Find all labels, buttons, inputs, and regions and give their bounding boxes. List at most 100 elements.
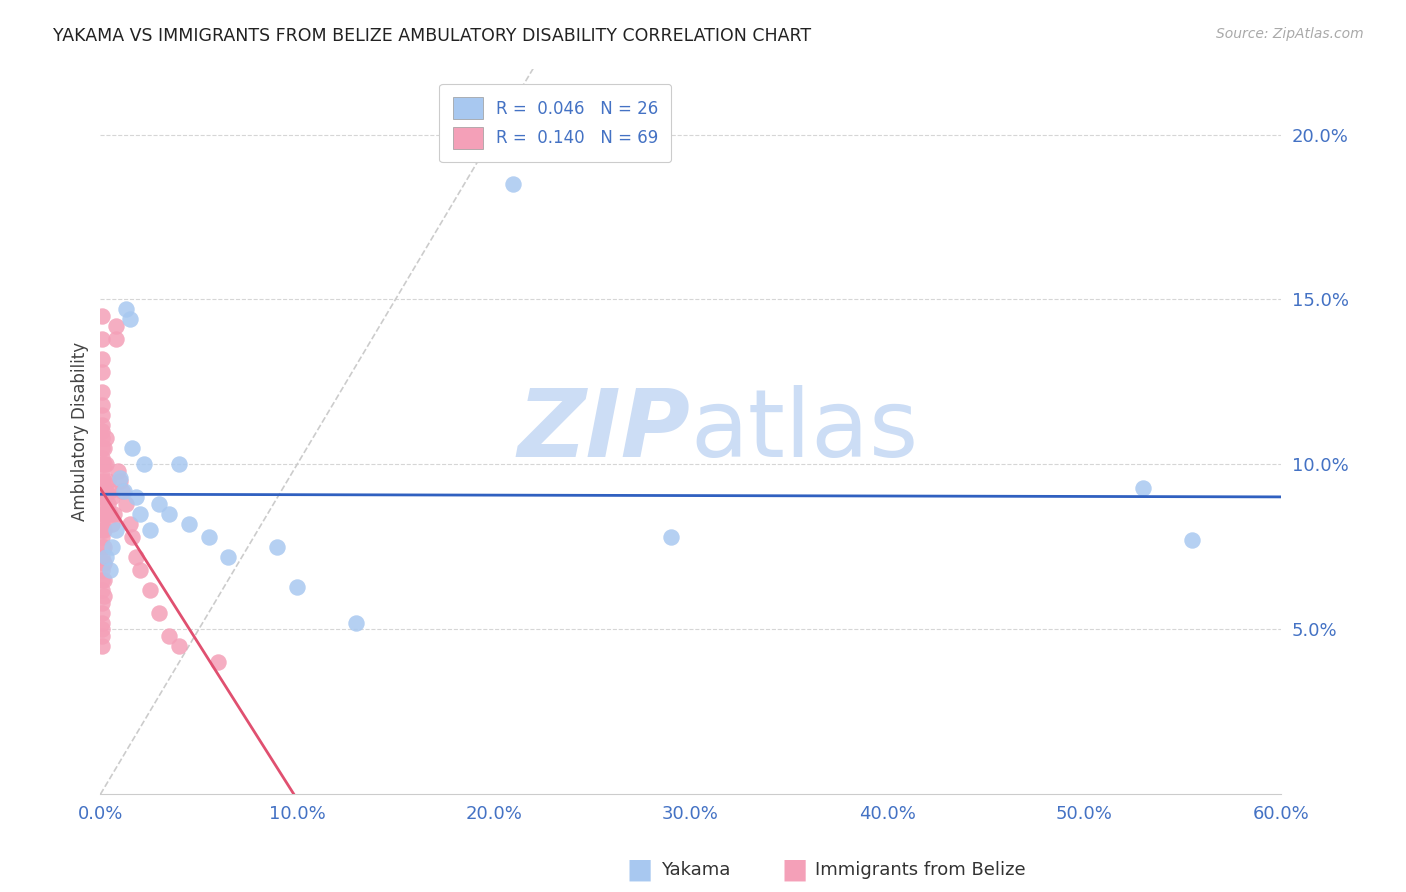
Point	[91, 497, 114, 511]
Point	[111, 483, 134, 498]
Point	[105, 332, 128, 346]
Point	[91, 431, 114, 445]
Point	[118, 516, 141, 531]
Point	[93, 540, 115, 554]
Point	[128, 563, 150, 577]
Point	[93, 458, 115, 472]
Point	[108, 474, 131, 488]
Point	[91, 384, 114, 399]
Point	[98, 563, 121, 577]
Point	[91, 332, 114, 346]
Point	[118, 312, 141, 326]
Point	[96, 507, 118, 521]
Point	[91, 615, 114, 630]
Point	[105, 524, 128, 538]
Point	[167, 639, 190, 653]
Point	[91, 582, 114, 597]
Point	[121, 530, 143, 544]
Point	[96, 549, 118, 564]
Point	[91, 483, 114, 498]
Point	[115, 497, 138, 511]
Point	[107, 464, 129, 478]
Point	[91, 309, 114, 323]
Point	[93, 474, 115, 488]
Point	[91, 524, 114, 538]
Point	[93, 441, 115, 455]
Point	[91, 540, 114, 554]
Point	[115, 302, 138, 317]
Point	[93, 524, 115, 538]
Text: ■: ■	[782, 855, 807, 884]
Point	[266, 540, 288, 554]
Point	[157, 629, 180, 643]
Point	[93, 491, 115, 505]
Point	[91, 458, 114, 472]
Text: Source: ZipAtlas.com: Source: ZipAtlas.com	[1216, 27, 1364, 41]
Point	[91, 623, 114, 637]
Point	[91, 491, 114, 505]
Text: atlas: atlas	[690, 385, 918, 477]
Point	[125, 549, 148, 564]
Point	[285, 580, 308, 594]
Point	[91, 516, 114, 531]
Point	[217, 549, 239, 564]
Point	[105, 318, 128, 333]
Point	[91, 351, 114, 366]
Point	[91, 441, 114, 455]
Point	[91, 639, 114, 653]
Point	[98, 483, 121, 498]
Point	[91, 425, 114, 439]
Point	[91, 549, 114, 564]
Point	[344, 615, 367, 630]
Point	[125, 491, 148, 505]
Point	[91, 606, 114, 620]
Point	[148, 497, 170, 511]
Point	[108, 470, 131, 484]
Point	[148, 606, 170, 620]
Point	[91, 417, 114, 432]
Point	[101, 491, 124, 505]
Text: ZIP: ZIP	[517, 385, 690, 477]
Text: Immigrants from Belize: Immigrants from Belize	[815, 861, 1026, 879]
Text: Yakama: Yakama	[661, 861, 730, 879]
Point	[93, 573, 115, 587]
Point	[128, 507, 150, 521]
Point	[91, 408, 114, 422]
Point	[91, 563, 114, 577]
Y-axis label: Ambulatory Disability: Ambulatory Disability	[72, 342, 89, 521]
Point	[91, 596, 114, 610]
Point	[91, 398, 114, 412]
Point	[91, 474, 114, 488]
Point	[93, 557, 115, 571]
Point	[98, 507, 121, 521]
Point	[177, 516, 200, 531]
Point	[167, 458, 190, 472]
Legend: R =  0.046   N = 26, R =  0.140   N = 69: R = 0.046 N = 26, R = 0.140 N = 69	[439, 84, 672, 162]
Point	[157, 507, 180, 521]
Text: YAKAMA VS IMMIGRANTS FROM BELIZE AMBULATORY DISABILITY CORRELATION CHART: YAKAMA VS IMMIGRANTS FROM BELIZE AMBULAT…	[53, 27, 811, 45]
Point	[91, 530, 114, 544]
Point	[138, 524, 160, 538]
Point	[659, 530, 682, 544]
Point	[502, 177, 524, 191]
Point	[91, 573, 114, 587]
Point	[121, 441, 143, 455]
Point	[96, 483, 118, 498]
Point	[197, 530, 219, 544]
Point	[97, 474, 120, 488]
Text: ■: ■	[627, 855, 652, 884]
Point	[101, 540, 124, 554]
Point	[101, 516, 124, 531]
Point	[1181, 533, 1204, 548]
Point	[138, 582, 160, 597]
Point	[91, 464, 114, 478]
Point	[96, 458, 118, 472]
Point	[91, 450, 114, 465]
Point	[91, 365, 114, 379]
Point	[132, 458, 155, 472]
Point	[91, 629, 114, 643]
Point	[96, 431, 118, 445]
Point	[97, 497, 120, 511]
Point	[103, 507, 125, 521]
Point	[93, 590, 115, 604]
